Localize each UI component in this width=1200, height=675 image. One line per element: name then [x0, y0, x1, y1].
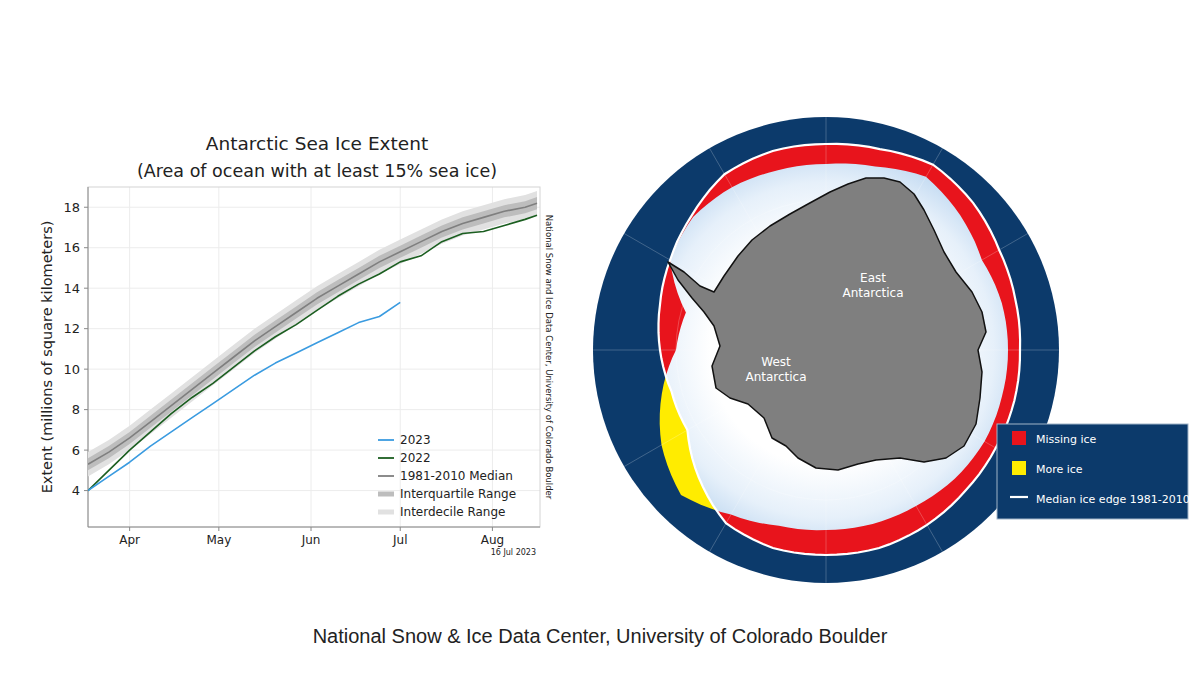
grid-line: [129, 187, 130, 527]
legend: 2023 2022 1981-2010 Median Interquartile Ra…: [378, 433, 516, 519]
y-tick-label: 16: [63, 240, 80, 255]
range-band: [88, 191, 537, 476]
series-line: [88, 302, 400, 490]
range-band: [88, 197, 537, 470]
footer-credit: National Snow & Ice Data Center, Univers…: [313, 625, 888, 647]
x-tick: [129, 527, 130, 531]
series-line: [88, 215, 537, 490]
x-tick-label: Aug: [481, 533, 504, 547]
legend-swatch: [378, 475, 394, 477]
grid-line: [311, 187, 312, 527]
y-tick-label: 8: [72, 402, 80, 417]
median-ice-edge: [659, 144, 1021, 555]
y-tick: [84, 490, 88, 491]
y-tick-label: 10: [63, 362, 80, 377]
source-note: National Snow and Ice Data Center, Unive…: [544, 215, 554, 500]
legend-label: 2022: [400, 451, 431, 465]
y-tick: [84, 207, 88, 208]
x-tick-label: May: [206, 533, 231, 547]
plot-area: [88, 191, 537, 491]
legend-label: 1981-2010 Median: [400, 469, 513, 483]
y-tick-label: 14: [63, 281, 80, 296]
x-tick-label: Apr: [119, 533, 140, 547]
ocean: [593, 117, 1059, 583]
x-tick-label: Jul: [392, 533, 407, 547]
region-label: West: [761, 355, 791, 369]
line-chart: Antarctic Sea Ice Extent (Area of ocean w…: [39, 133, 554, 557]
grid-line: [88, 328, 540, 329]
region-label: Antarctica: [745, 370, 806, 384]
y-tick-label: 18: [63, 200, 80, 215]
antarctica: [668, 178, 986, 470]
x-tick-label: Jun: [301, 533, 321, 547]
legend-label: More ice: [1036, 463, 1083, 476]
legend-swatch: [1012, 461, 1026, 475]
legend-swatch: [378, 510, 394, 515]
plot-frame: [88, 187, 540, 527]
missing-ice: [659, 144, 1021, 555]
stage: Antarctic Sea Ice Extent (Area of ocean w…: [0, 0, 1200, 675]
series-line: [88, 203, 537, 464]
region-label: Antarctica: [842, 286, 903, 300]
chart-title: Antarctic Sea Ice Extent: [206, 133, 428, 154]
legend-label: 2023: [400, 433, 431, 447]
more-ice: [660, 163, 1008, 530]
graticule: [593, 117, 1059, 583]
grid-line: [88, 450, 540, 451]
grid-line: [88, 247, 540, 248]
y-tick-label: 12: [63, 321, 80, 336]
legend-label: Missing ice: [1036, 433, 1097, 446]
legend-label: Interdecile Range: [400, 505, 505, 519]
x-tick: [492, 527, 493, 531]
grid-line: [88, 207, 540, 208]
x-tick: [218, 527, 219, 531]
sea-ice: [660, 163, 1008, 530]
legend-swatch: [1012, 431, 1026, 445]
region-label: East: [860, 271, 886, 285]
x-axis-line: [88, 527, 540, 528]
legend-label: Interquartile Range: [400, 487, 516, 501]
legend-swatch: [378, 457, 394, 459]
legend-label: Median ice edge 1981-2010: [1036, 493, 1190, 506]
grid-line: [88, 369, 540, 370]
sea-ice-map: EastAntarcticaWestAntarctica: [593, 117, 1059, 583]
y-axis-label: Extent (millions of square kilometers): [39, 221, 55, 494]
y-tick: [84, 369, 88, 370]
legend-swatch: [378, 492, 394, 497]
legend-swatch: [378, 439, 394, 441]
y-tick: [84, 247, 88, 248]
x-tick: [400, 527, 401, 531]
y-tick: [84, 409, 88, 410]
date-note: 16 Jul 2023: [491, 548, 536, 557]
y-tick: [84, 450, 88, 451]
y-tick: [84, 328, 88, 329]
y-tick-label: 6: [72, 443, 80, 458]
chart-subtitle: (Area of ocean with at least 15% sea ice…: [137, 161, 497, 181]
legend-swatch: [1010, 496, 1028, 498]
y-tick-label: 4: [72, 483, 80, 498]
y-tick: [84, 288, 88, 289]
x-tick: [311, 527, 312, 531]
map-legend: Missing ice More ice Median ice edge 1981-…: [997, 424, 1190, 519]
